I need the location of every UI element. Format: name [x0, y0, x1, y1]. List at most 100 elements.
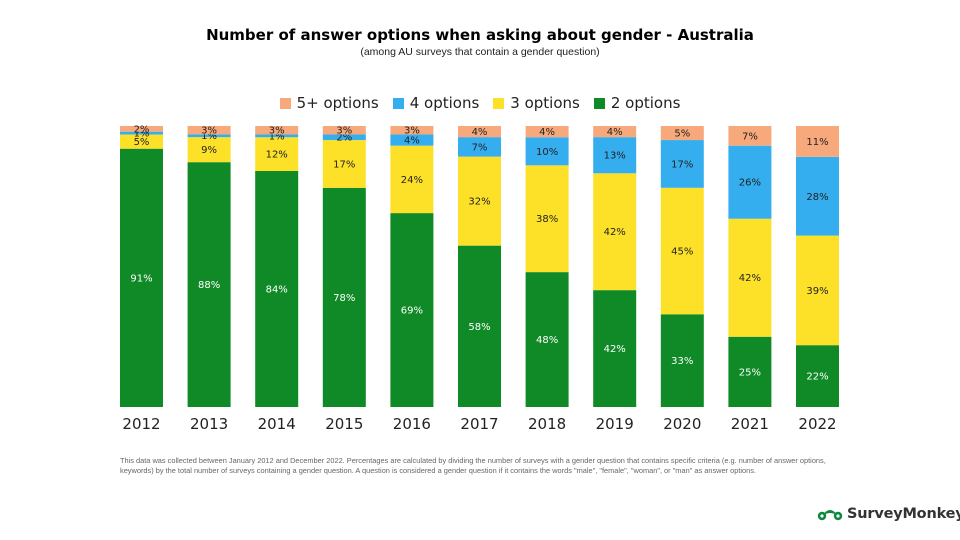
bar-segment-4-options-2015: [322, 134, 366, 141]
bar-segment-5-options-2012: [120, 126, 163, 132]
chart-title: Number of answer options when asking abo…: [206, 26, 754, 44]
x-tick-label-2016: 2016: [393, 415, 431, 433]
data-label-2-options-2019: 42%: [604, 344, 626, 355]
legend-swatch-5plus: [279, 97, 291, 109]
x-tick-label-2013: 2013: [190, 415, 228, 433]
legend-item-2: 2 options: [593, 94, 680, 112]
data-label-4-options-2015: 2%: [336, 133, 352, 144]
bar-segment-2-options-2018: [525, 272, 569, 407]
data-label-2-options-2015: 78%: [333, 293, 355, 304]
bar-segment-4-options-2017: [458, 137, 501, 157]
data-label-2-options-2021: 25%: [739, 367, 761, 378]
data-label-2-options-2017: 58%: [468, 322, 490, 333]
data-label-2-options-2013: 88%: [198, 280, 220, 291]
bar-segment-3-options-2015: [322, 140, 366, 188]
data-label-5-options-2021: 7%: [742, 131, 758, 142]
bar-segment-5-options-2019: [593, 126, 637, 138]
data-label-3-options-2017: 32%: [468, 197, 490, 208]
data-label-3-options-2014: 12%: [266, 150, 288, 161]
data-label-4-options-2020: 17%: [671, 159, 693, 170]
bar-segment-4-options-2013: [187, 134, 231, 138]
data-label-3-options-2018: 38%: [536, 214, 558, 225]
bar-segment-2-options-2014: [255, 170, 299, 407]
surveymonkey-logo: SurveyMonkey ®: [816, 506, 960, 522]
x-tick-label-2019: 2019: [596, 415, 634, 433]
data-label-3-options-2020: 45%: [671, 247, 693, 258]
x-tick-label-2015: 2015: [325, 415, 363, 433]
bar-segment-2-options-2022: [796, 345, 839, 407]
bar-segment-2-options-2017: [458, 245, 501, 407]
data-label-4-options-2012: 1%: [134, 129, 150, 140]
bar-segment-2-options-2013: [187, 162, 231, 407]
bar-segment-2-options-2016: [390, 213, 434, 407]
data-label-5-options-2016: 3%: [404, 126, 420, 137]
bar-segment-2-options-2012: [120, 148, 163, 407]
bar-segment-5-options-2013: [187, 126, 231, 135]
data-label-3-options-2019: 42%: [604, 227, 626, 238]
data-label-4-options-2013: 1%: [201, 131, 217, 142]
chart-legend: 5+ options 4 options 3 options 2 options: [0, 94, 960, 112]
legend-label-3: 3 options: [510, 94, 580, 112]
chart-subtitle: (among AU surveys that contain a gender …: [360, 46, 600, 58]
data-label-5-options-2022: 11%: [806, 137, 828, 148]
data-label-3-options-2013: 9%: [201, 145, 217, 156]
data-label-5-options-2013: 3%: [201, 126, 217, 137]
data-label-2-options-2020: 33%: [671, 356, 693, 367]
bar-segment-3-options-2018: [525, 165, 569, 273]
bar-segment-2-options-2020: [660, 314, 704, 407]
bar-segment-5-options-2016: [390, 126, 434, 135]
data-label-5-options-2019: 4%: [607, 127, 623, 138]
bar-segment-5-options-2020: [660, 126, 704, 141]
footnote: This data was collected between January …: [120, 456, 826, 475]
data-label-3-options-2016: 24%: [401, 175, 423, 186]
x-tick-label-2017: 2017: [460, 415, 498, 433]
data-label-2-options-2016: 69%: [401, 306, 423, 317]
bar-segment-4-options-2018: [525, 137, 569, 166]
legend-item-5plus: 5+ options: [279, 94, 379, 112]
stacked-bar-chart: 91%5%1%2%201288%9%1%3%201384%12%1%3%2014…: [120, 124, 839, 433]
x-tick-label-2020: 2020: [663, 415, 701, 433]
bar-segment-5-options-2018: [525, 126, 569, 138]
bar-segment-3-options-2021: [728, 218, 772, 337]
bar-segment-5-options-2017: [458, 126, 501, 138]
bar-segment-4-options-2016: [390, 134, 434, 146]
legend-label-5plus: 5+ options: [296, 94, 379, 112]
bar-segment-5-options-2014: [255, 126, 299, 135]
bar-segment-4-options-2012: [120, 131, 163, 135]
legend-item-3: 3 options: [493, 94, 580, 112]
bar-segment-5-options-2022: [796, 126, 839, 157]
legend-swatch-3: [493, 97, 505, 109]
x-tick-label-2021: 2021: [731, 415, 769, 433]
x-tick-label-2012: 2012: [122, 415, 160, 433]
data-label-3-options-2021: 42%: [739, 273, 761, 284]
bar-segment-3-options-2020: [660, 187, 704, 315]
data-label-4-options-2021: 26%: [739, 178, 761, 189]
x-tick-label-2022: 2022: [798, 415, 836, 433]
bar-segment-4-options-2022: [796, 156, 839, 236]
data-label-2-options-2018: 48%: [536, 335, 558, 346]
data-label-5-options-2018: 4%: [539, 127, 555, 138]
data-label-5-options-2020: 5%: [674, 129, 690, 140]
surveymonkey-logo-icon: [817, 510, 843, 521]
bar-segment-2-options-2015: [322, 187, 366, 407]
data-label-5-options-2017: 4%: [472, 127, 488, 138]
data-label-5-options-2015: 3%: [336, 126, 352, 137]
data-label-4-options-2019: 13%: [604, 151, 626, 162]
logo-text: SurveyMonkey: [847, 506, 960, 522]
bar-segment-3-options-2016: [390, 145, 434, 214]
bar-segment-3-options-2013: [187, 137, 231, 163]
data-label-4-options-2022: 28%: [806, 192, 828, 203]
legend-item-4: 4 options: [392, 94, 479, 112]
data-label-4-options-2017: 7%: [472, 142, 488, 153]
bar-segment-3-options-2022: [796, 235, 839, 346]
data-label-3-options-2022: 39%: [806, 286, 828, 297]
bar-segment-5-options-2015: [322, 126, 366, 135]
data-label-4-options-2018: 10%: [536, 147, 558, 158]
bar-segment-2-options-2019: [593, 290, 637, 407]
bar-segment-3-options-2012: [120, 134, 163, 149]
bar-segment-4-options-2014: [255, 134, 299, 138]
bar-segment-3-options-2019: [593, 173, 637, 291]
data-label-3-options-2012: 5%: [134, 137, 150, 148]
data-label-3-options-2015: 17%: [333, 159, 355, 170]
data-label-4-options-2016: 4%: [404, 136, 420, 147]
